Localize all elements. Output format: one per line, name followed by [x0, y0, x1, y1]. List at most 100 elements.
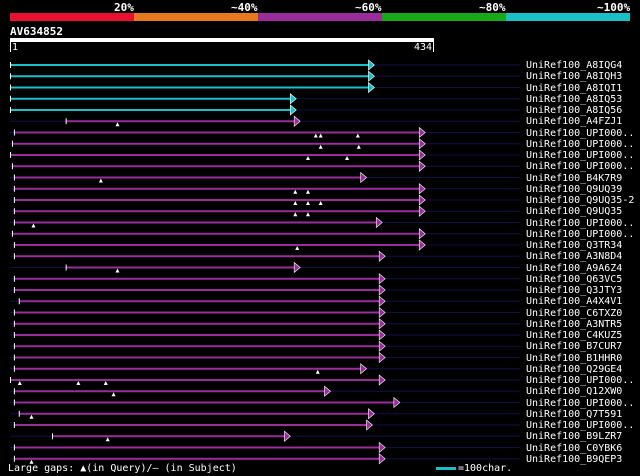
hit-label[interactable]: UniRef100_B1HHR0	[526, 352, 623, 364]
hit-label[interactable]: UniRef100_C6TXZ0	[526, 307, 623, 319]
hit-label[interactable]: UniRef100_A8IQI1	[526, 82, 623, 94]
query-gap-marker	[355, 133, 360, 138]
hit-label[interactable]: UniRef100_UPI000..	[526, 161, 635, 173]
hit-start-tick	[65, 264, 67, 271]
hit-label[interactable]: UniRef100_Q29GE4	[526, 363, 623, 375]
hit-label[interactable]: UniRef100_C0YBK6	[526, 442, 623, 454]
hit-start-tick	[9, 107, 11, 113]
hit-start-tick	[65, 118, 67, 125]
legend-label: ~80%	[479, 1, 506, 14]
hit-end-arrow	[378, 351, 386, 364]
hit-label[interactable]: UniRef100_C4KUZ5	[526, 330, 623, 341]
hit-end-arrow	[368, 70, 375, 82]
hit-label[interactable]: UniRef100_B4K7R9	[526, 172, 623, 184]
hit-start-tick	[13, 332, 15, 338]
legend-label: ~100%	[597, 1, 631, 14]
hit-end-arrow	[289, 104, 297, 116]
hit-label[interactable]: UniRef100_A4FZJ1	[526, 116, 623, 128]
legend-label: 20%	[114, 1, 134, 14]
hit-label[interactable]: UniRef100_B9QEP3	[526, 453, 623, 465]
query-gap-marker	[111, 392, 116, 397]
query-gap-marker	[293, 189, 298, 194]
hit-end-arrow	[293, 115, 301, 127]
hit-label[interactable]: UniRef100_Q9UQ35	[526, 206, 623, 218]
hit-end-arrow	[418, 205, 426, 217]
query-gap-marker	[29, 459, 34, 464]
hit-label[interactable]: UniRef100_Q7T591	[526, 408, 623, 420]
hit-label[interactable]: UniRef100_A3N8D4	[526, 251, 623, 263]
hit-end-arrow	[378, 273, 386, 285]
hit-end-arrow	[418, 194, 426, 206]
legend-segment	[10, 13, 134, 21]
hit-start-tick	[9, 377, 11, 383]
hit-start-tick	[9, 73, 11, 80]
hit-start-tick	[13, 242, 15, 248]
hit-end-arrow	[418, 149, 426, 161]
query-ruler	[10, 38, 434, 42]
hit-label[interactable]: UniRef100_A8IQH3	[526, 71, 623, 83]
hit-start-tick	[11, 230, 13, 237]
hit-label[interactable]: UniRef100_UPI000..	[526, 150, 635, 161]
query-gap-marker	[315, 369, 320, 374]
hit-label[interactable]: UniRef100_A9A6Z4	[526, 262, 623, 274]
query-gap-marker	[98, 178, 103, 183]
hit-end-arrow	[393, 396, 401, 409]
hit-start-tick	[13, 129, 15, 136]
hit-label[interactable]: UniRef100_B9LZR7	[526, 431, 623, 443]
scale-legend: =100char.	[436, 463, 512, 474]
hit-label[interactable]: UniRef100_A8IQG4	[526, 60, 623, 71]
legend-segment	[382, 13, 506, 21]
hit-end-arrow	[378, 441, 386, 454]
query-gap-marker	[356, 144, 361, 149]
hit-start-tick	[11, 140, 13, 147]
hit-label[interactable]: UniRef100_UPI000..	[526, 127, 635, 139]
legend-label: ~40%	[231, 1, 258, 14]
query-gap-marker	[318, 133, 323, 138]
hit-label[interactable]: UniRef100_Q63VC5	[526, 273, 623, 285]
hit-start-tick	[13, 309, 15, 316]
query-gap-marker	[318, 201, 323, 205]
ruler-start-label: 1	[12, 42, 19, 53]
hit-start-tick	[13, 388, 15, 395]
hit-label[interactable]: UniRef100_Q12XW0	[526, 386, 623, 398]
query-gap-marker	[305, 156, 310, 160]
hit-start-tick	[13, 208, 15, 215]
hit-end-arrow	[289, 93, 297, 105]
hit-start-tick	[9, 152, 11, 158]
hit-label[interactable]: UniRef100_UPI000..	[526, 375, 635, 386]
query-gap-marker	[103, 381, 108, 385]
hit-start-tick	[13, 444, 15, 451]
hit-start-tick	[13, 354, 15, 361]
hit-label[interactable]: UniRef100_UPI000..	[526, 138, 635, 150]
hit-end-arrow	[418, 126, 426, 139]
hit-label[interactable]: UniRef100_UPI000..	[526, 397, 635, 409]
hit-label[interactable]: UniRef100_UPI000..	[526, 420, 635, 431]
hit-label[interactable]: UniRef100_UPI000..	[526, 217, 635, 229]
hit-end-arrow	[360, 171, 368, 184]
hit-label[interactable]: UniRef100_UPI000..	[526, 228, 635, 240]
hit-end-arrow	[284, 430, 291, 442]
hit-label[interactable]: UniRef100_A8IQ56	[526, 105, 623, 116]
hit-label[interactable]: UniRef100_Q3JTY3	[526, 285, 623, 296]
hit-label[interactable]: UniRef100_B7CUR7	[526, 341, 623, 353]
hit-label[interactable]: UniRef100_Q3TR34	[526, 240, 623, 251]
hit-label[interactable]: UniRef100_A4X4V1	[526, 296, 623, 308]
hit-end-arrow	[418, 228, 426, 240]
hit-label[interactable]: UniRef100_Q9UQ35-2	[526, 195, 635, 206]
query-gap-marker	[17, 381, 22, 385]
query-gap-marker	[313, 133, 318, 138]
legend-segment	[134, 13, 258, 21]
query-gap-marker	[115, 268, 120, 273]
hit-start-tick	[13, 343, 15, 350]
query-gap-marker	[293, 201, 298, 205]
query-gap-marker	[305, 201, 310, 205]
query-gap-marker	[31, 223, 36, 228]
hit-end-arrow	[378, 284, 386, 296]
legend-segment	[506, 13, 630, 21]
scale-text: =100char.	[458, 463, 513, 474]
hit-label[interactable]: UniRef100_Q9UQ39	[526, 183, 623, 195]
hit-end-arrow	[375, 216, 383, 229]
hit-label[interactable]: UniRef100_A3NTR5	[526, 318, 623, 330]
hit-label[interactable]: UniRef100_A8IQ53	[526, 93, 623, 105]
